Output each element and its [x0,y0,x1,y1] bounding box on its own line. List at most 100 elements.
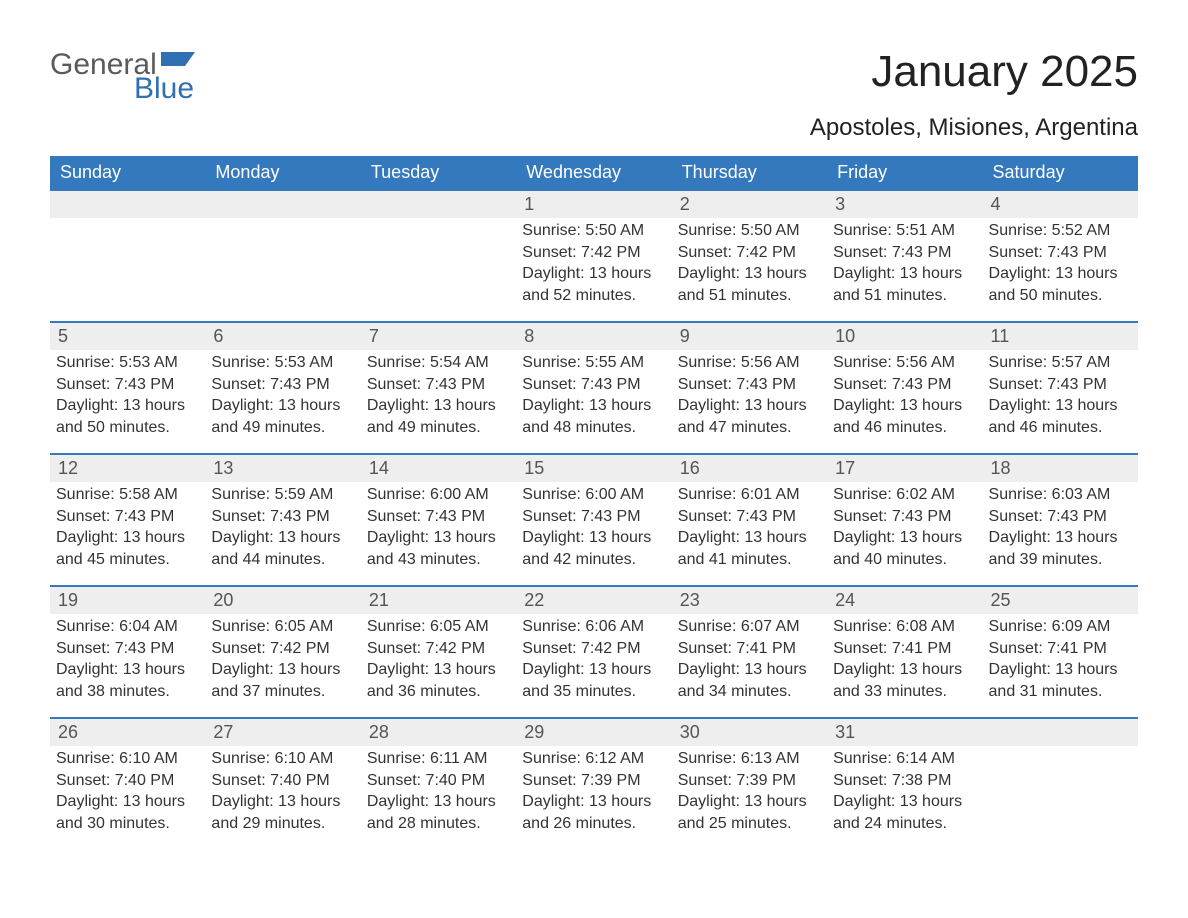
date-number: 30 [680,722,700,742]
daylight2-text: and 49 minutes. [211,417,354,439]
sunset-text: Sunset: 7:42 PM [211,638,354,660]
date-number: 19 [58,590,78,610]
sunset-text: Sunset: 7:39 PM [678,770,821,792]
date-number: 15 [524,458,544,478]
daylight2-text: and 38 minutes. [56,681,199,703]
daylight1-text: Daylight: 13 hours [678,791,821,813]
header: General Blue January 2025 [50,50,1138,104]
sunset-text: Sunset: 7:43 PM [833,506,976,528]
day-info-cell [361,218,516,322]
sunrise-text: Sunrise: 6:01 AM [678,484,821,506]
date-cell: 30 [672,718,827,746]
date-cell: 22 [516,586,671,614]
sunset-text: Sunset: 7:42 PM [678,242,821,264]
sunrise-text: Sunrise: 6:10 AM [56,748,199,770]
day-info-cell: Sunrise: 6:00 AMSunset: 7:43 PMDaylight:… [516,482,671,586]
date-cell: 24 [827,586,982,614]
sunset-text: Sunset: 7:43 PM [56,506,199,528]
day-info-cell [983,746,1138,850]
day-info-cell: Sunrise: 5:53 AMSunset: 7:43 PMDaylight:… [50,350,205,454]
date-number: 14 [369,458,389,478]
daylight2-text: and 31 minutes. [989,681,1132,703]
sunrise-text: Sunrise: 6:12 AM [522,748,665,770]
info-row: Sunrise: 6:10 AMSunset: 7:40 PMDaylight:… [50,746,1138,850]
weekday-header: Wednesday [516,156,671,190]
day-info-cell: Sunrise: 6:07 AMSunset: 7:41 PMDaylight:… [672,614,827,718]
date-cell: 17 [827,454,982,482]
date-row: 1234 [50,190,1138,218]
daylight1-text: Daylight: 13 hours [211,659,354,681]
daylight1-text: Daylight: 13 hours [367,659,510,681]
date-cell: 15 [516,454,671,482]
sunset-text: Sunset: 7:42 PM [367,638,510,660]
sunrise-text: Sunrise: 6:00 AM [522,484,665,506]
sunrise-text: Sunrise: 5:50 AM [522,220,665,242]
date-number: 5 [58,326,68,346]
daylight1-text: Daylight: 13 hours [678,659,821,681]
date-number: 31 [835,722,855,742]
sunset-text: Sunset: 7:43 PM [833,374,976,396]
date-number: 29 [524,722,544,742]
calendar-table: Sunday Monday Tuesday Wednesday Thursday… [50,156,1138,850]
weekday-header: Monday [205,156,360,190]
sunrise-text: Sunrise: 6:02 AM [833,484,976,506]
day-info-cell: Sunrise: 5:51 AMSunset: 7:43 PMDaylight:… [827,218,982,322]
daylight1-text: Daylight: 13 hours [833,263,976,285]
date-number: 6 [213,326,223,346]
sunset-text: Sunset: 7:40 PM [211,770,354,792]
daylight2-text: and 33 minutes. [833,681,976,703]
day-info-cell: Sunrise: 5:50 AMSunset: 7:42 PMDaylight:… [672,218,827,322]
date-cell: 19 [50,586,205,614]
sunset-text: Sunset: 7:43 PM [989,242,1132,264]
sunrise-text: Sunrise: 6:10 AM [211,748,354,770]
day-info-cell: Sunrise: 6:08 AMSunset: 7:41 PMDaylight:… [827,614,982,718]
date-row: 19202122232425 [50,586,1138,614]
day-info-cell: Sunrise: 6:11 AMSunset: 7:40 PMDaylight:… [361,746,516,850]
date-cell: 7 [361,322,516,350]
daylight2-text: and 36 minutes. [367,681,510,703]
date-number: 25 [991,590,1011,610]
sunset-text: Sunset: 7:43 PM [989,506,1132,528]
date-cell [361,190,516,218]
daylight1-text: Daylight: 13 hours [833,527,976,549]
daylight1-text: Daylight: 13 hours [833,659,976,681]
sunrise-text: Sunrise: 6:09 AM [989,616,1132,638]
sunrise-text: Sunrise: 5:56 AM [678,352,821,374]
daylight1-text: Daylight: 13 hours [522,395,665,417]
sunrise-text: Sunrise: 5:58 AM [56,484,199,506]
daylight2-text: and 34 minutes. [678,681,821,703]
weekday-header-row: Sunday Monday Tuesday Wednesday Thursday… [50,156,1138,190]
daylight1-text: Daylight: 13 hours [56,527,199,549]
calendar-page: General Blue January 2025 Apostoles, Mis… [0,0,1188,870]
location-subtitle: Apostoles, Misiones, Argentina [50,114,1138,142]
info-row: Sunrise: 6:04 AMSunset: 7:43 PMDaylight:… [50,614,1138,718]
day-info-cell: Sunrise: 6:01 AMSunset: 7:43 PMDaylight:… [672,482,827,586]
date-number: 2 [680,194,690,214]
sunset-text: Sunset: 7:43 PM [833,242,976,264]
weekday-header: Thursday [672,156,827,190]
date-number: 20 [213,590,233,610]
day-info-cell [50,218,205,322]
sunrise-text: Sunrise: 6:14 AM [833,748,976,770]
date-cell: 13 [205,454,360,482]
date-cell: 29 [516,718,671,746]
date-cell: 16 [672,454,827,482]
date-cell: 11 [983,322,1138,350]
daylight2-text: and 30 minutes. [56,813,199,835]
day-info-cell: Sunrise: 5:53 AMSunset: 7:43 PMDaylight:… [205,350,360,454]
sunrise-text: Sunrise: 5:52 AM [989,220,1132,242]
day-info-cell: Sunrise: 5:56 AMSunset: 7:43 PMDaylight:… [827,350,982,454]
day-info-cell: Sunrise: 5:54 AMSunset: 7:43 PMDaylight:… [361,350,516,454]
daylight2-text: and 49 minutes. [367,417,510,439]
daylight2-text: and 51 minutes. [678,285,821,307]
daylight1-text: Daylight: 13 hours [989,263,1132,285]
date-number: 26 [58,722,78,742]
sunset-text: Sunset: 7:39 PM [522,770,665,792]
info-row: Sunrise: 5:58 AMSunset: 7:43 PMDaylight:… [50,482,1138,586]
sunrise-text: Sunrise: 5:55 AM [522,352,665,374]
day-info-cell: Sunrise: 6:09 AMSunset: 7:41 PMDaylight:… [983,614,1138,718]
sunrise-text: Sunrise: 6:03 AM [989,484,1132,506]
date-number: 23 [680,590,700,610]
sunset-text: Sunset: 7:43 PM [211,374,354,396]
sunrise-text: Sunrise: 5:59 AM [211,484,354,506]
